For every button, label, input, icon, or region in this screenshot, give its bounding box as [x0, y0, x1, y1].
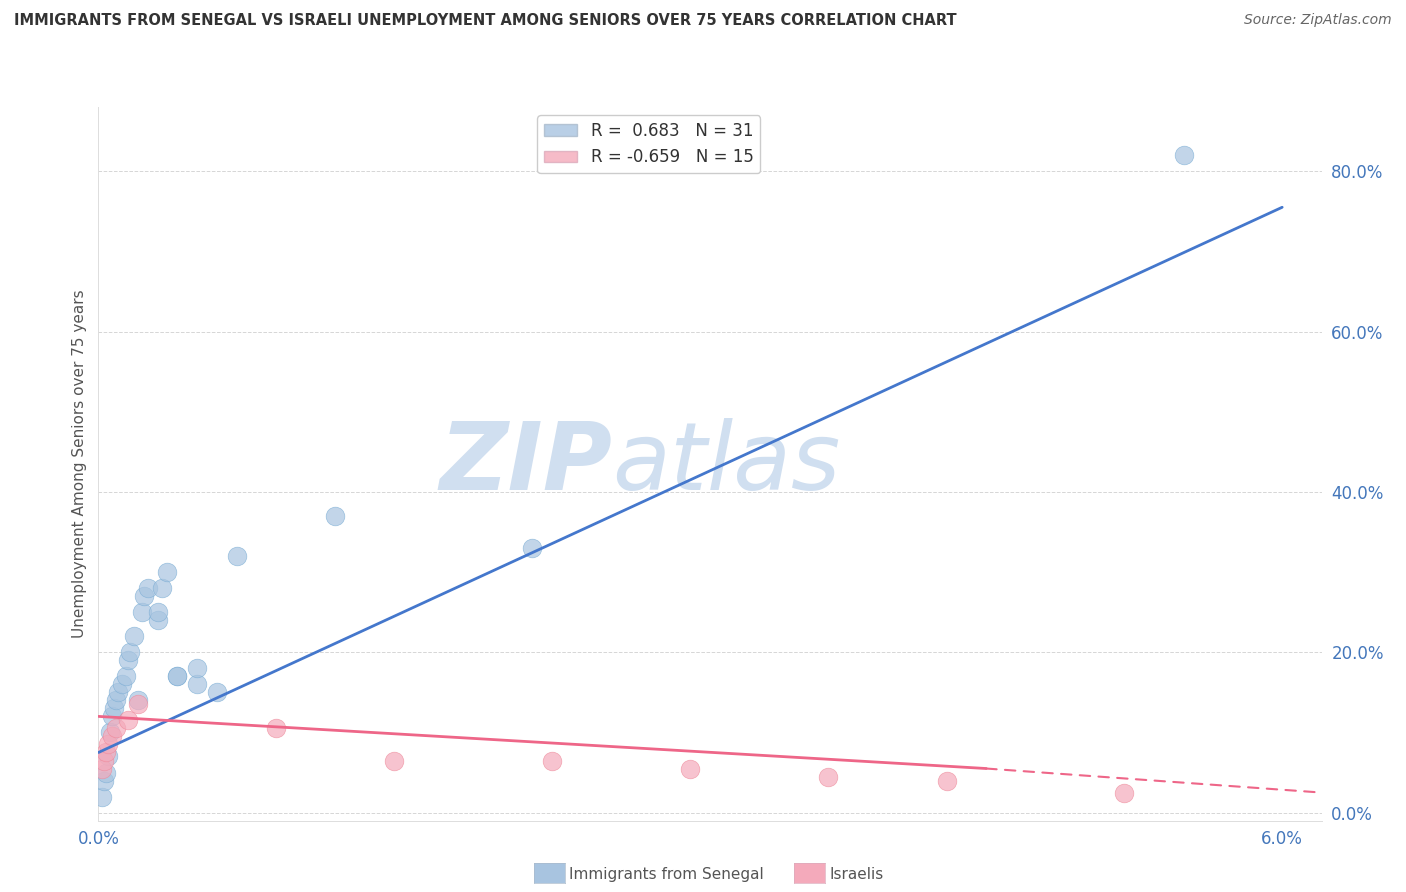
Text: Israelis: Israelis [830, 867, 884, 881]
Text: Immigrants from Senegal: Immigrants from Senegal [569, 867, 765, 881]
Point [127, 693, 149, 707]
Point [541, 754, 564, 768]
Point [150, 581, 173, 595]
Point [146, 613, 169, 627]
Point [115, 669, 138, 683]
Point [131, 605, 153, 619]
Point [117, 714, 139, 728]
Point [323, 508, 346, 523]
Point [132, 589, 155, 603]
Point [122, 629, 145, 643]
Point [205, 685, 228, 699]
Point [97, 738, 120, 752]
Text: ZIP: ZIP [439, 417, 612, 510]
Point [97, 749, 120, 764]
Point [96, 765, 118, 780]
Text: Source: ZipAtlas.com: Source: ZipAtlas.com [1244, 13, 1392, 28]
Y-axis label: Unemployment Among Seniors over 75 years: Unemployment Among Seniors over 75 years [72, 290, 87, 638]
Point [186, 677, 208, 691]
Point [1173, 148, 1195, 162]
Point [186, 661, 208, 675]
Point [127, 698, 149, 712]
Point [679, 762, 702, 776]
Legend: R =  0.683   N = 31, R = -0.659   N = 15: R = 0.683 N = 31, R = -0.659 N = 15 [537, 115, 761, 173]
Point [382, 754, 405, 768]
Point [111, 677, 134, 691]
Point [107, 685, 129, 699]
Point [101, 709, 124, 723]
Text: IMMIGRANTS FROM SENEGAL VS ISRAELI UNEMPLOYMENT AMONG SENIORS OVER 75 YEARS CORR: IMMIGRANTS FROM SENEGAL VS ISRAELI UNEMP… [14, 13, 956, 29]
Point [117, 653, 139, 667]
Point [136, 581, 159, 595]
Point [166, 669, 188, 683]
Point [118, 645, 141, 659]
Point [817, 770, 839, 784]
Point [103, 701, 125, 715]
Point [146, 605, 169, 619]
Text: atlas: atlas [612, 418, 841, 509]
Point [91, 789, 114, 804]
Point [166, 669, 188, 683]
Point [96, 746, 118, 760]
Point [264, 722, 287, 736]
Point [935, 773, 957, 788]
Point [1114, 786, 1136, 800]
Point [225, 549, 247, 563]
Point [105, 722, 128, 736]
Point [93, 773, 115, 788]
Point [93, 754, 115, 768]
Point [105, 693, 128, 707]
Point [91, 762, 114, 776]
Point [522, 541, 544, 555]
Point [156, 565, 179, 579]
Point [101, 730, 124, 744]
Point [98, 725, 121, 739]
